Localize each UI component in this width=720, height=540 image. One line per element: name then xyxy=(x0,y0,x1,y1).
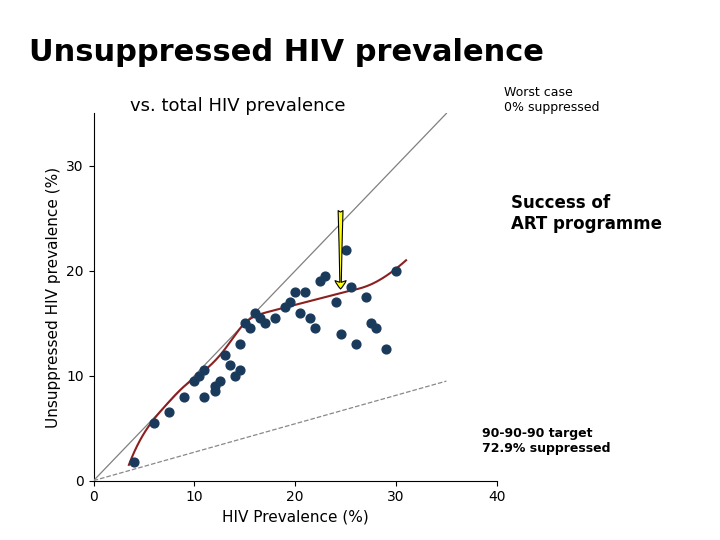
Point xyxy=(365,319,377,328)
Point xyxy=(163,408,175,417)
Point xyxy=(340,246,351,254)
Point xyxy=(239,319,251,328)
Point xyxy=(294,308,306,317)
Point xyxy=(345,282,356,291)
Text: vs. total HIV prevalence: vs. total HIV prevalence xyxy=(130,97,345,115)
Point xyxy=(335,329,346,338)
Point xyxy=(244,324,256,333)
Point xyxy=(289,287,301,296)
Point xyxy=(279,303,291,312)
Point xyxy=(219,350,230,359)
Point xyxy=(284,298,296,307)
Point xyxy=(300,287,311,296)
Text: Success of
ART programme: Success of ART programme xyxy=(511,194,662,233)
Point xyxy=(229,372,240,380)
Point xyxy=(360,293,372,301)
Text: 90-90-90 target
72.9% suppressed: 90-90-90 target 72.9% suppressed xyxy=(482,427,611,455)
Text: Unsuppressed HIV prevalence: Unsuppressed HIV prevalence xyxy=(29,38,544,67)
Point xyxy=(199,393,210,401)
Point xyxy=(310,324,321,333)
Point xyxy=(305,314,316,322)
Point xyxy=(234,340,246,348)
Point xyxy=(390,266,402,275)
Point xyxy=(315,277,326,286)
Y-axis label: Unsuppressed HIV prevalence (%): Unsuppressed HIV prevalence (%) xyxy=(45,166,60,428)
Point xyxy=(179,393,190,401)
Point xyxy=(209,382,220,390)
Point xyxy=(249,308,261,317)
Point xyxy=(320,272,331,280)
Point xyxy=(350,340,361,348)
Point xyxy=(148,418,160,427)
Point xyxy=(330,298,341,307)
Point xyxy=(224,361,235,369)
Point xyxy=(199,366,210,375)
Text: Worst case
0% suppressed: Worst case 0% suppressed xyxy=(504,86,600,114)
X-axis label: HIV Prevalence (%): HIV Prevalence (%) xyxy=(222,510,369,525)
Point xyxy=(269,314,281,322)
Point xyxy=(194,372,205,380)
Point xyxy=(380,345,392,354)
Point xyxy=(209,387,220,396)
Point xyxy=(259,319,271,328)
Point xyxy=(128,457,140,466)
Point xyxy=(214,376,225,385)
Point xyxy=(370,324,382,333)
Point xyxy=(254,314,266,322)
Point xyxy=(234,366,246,375)
Point xyxy=(189,376,200,385)
